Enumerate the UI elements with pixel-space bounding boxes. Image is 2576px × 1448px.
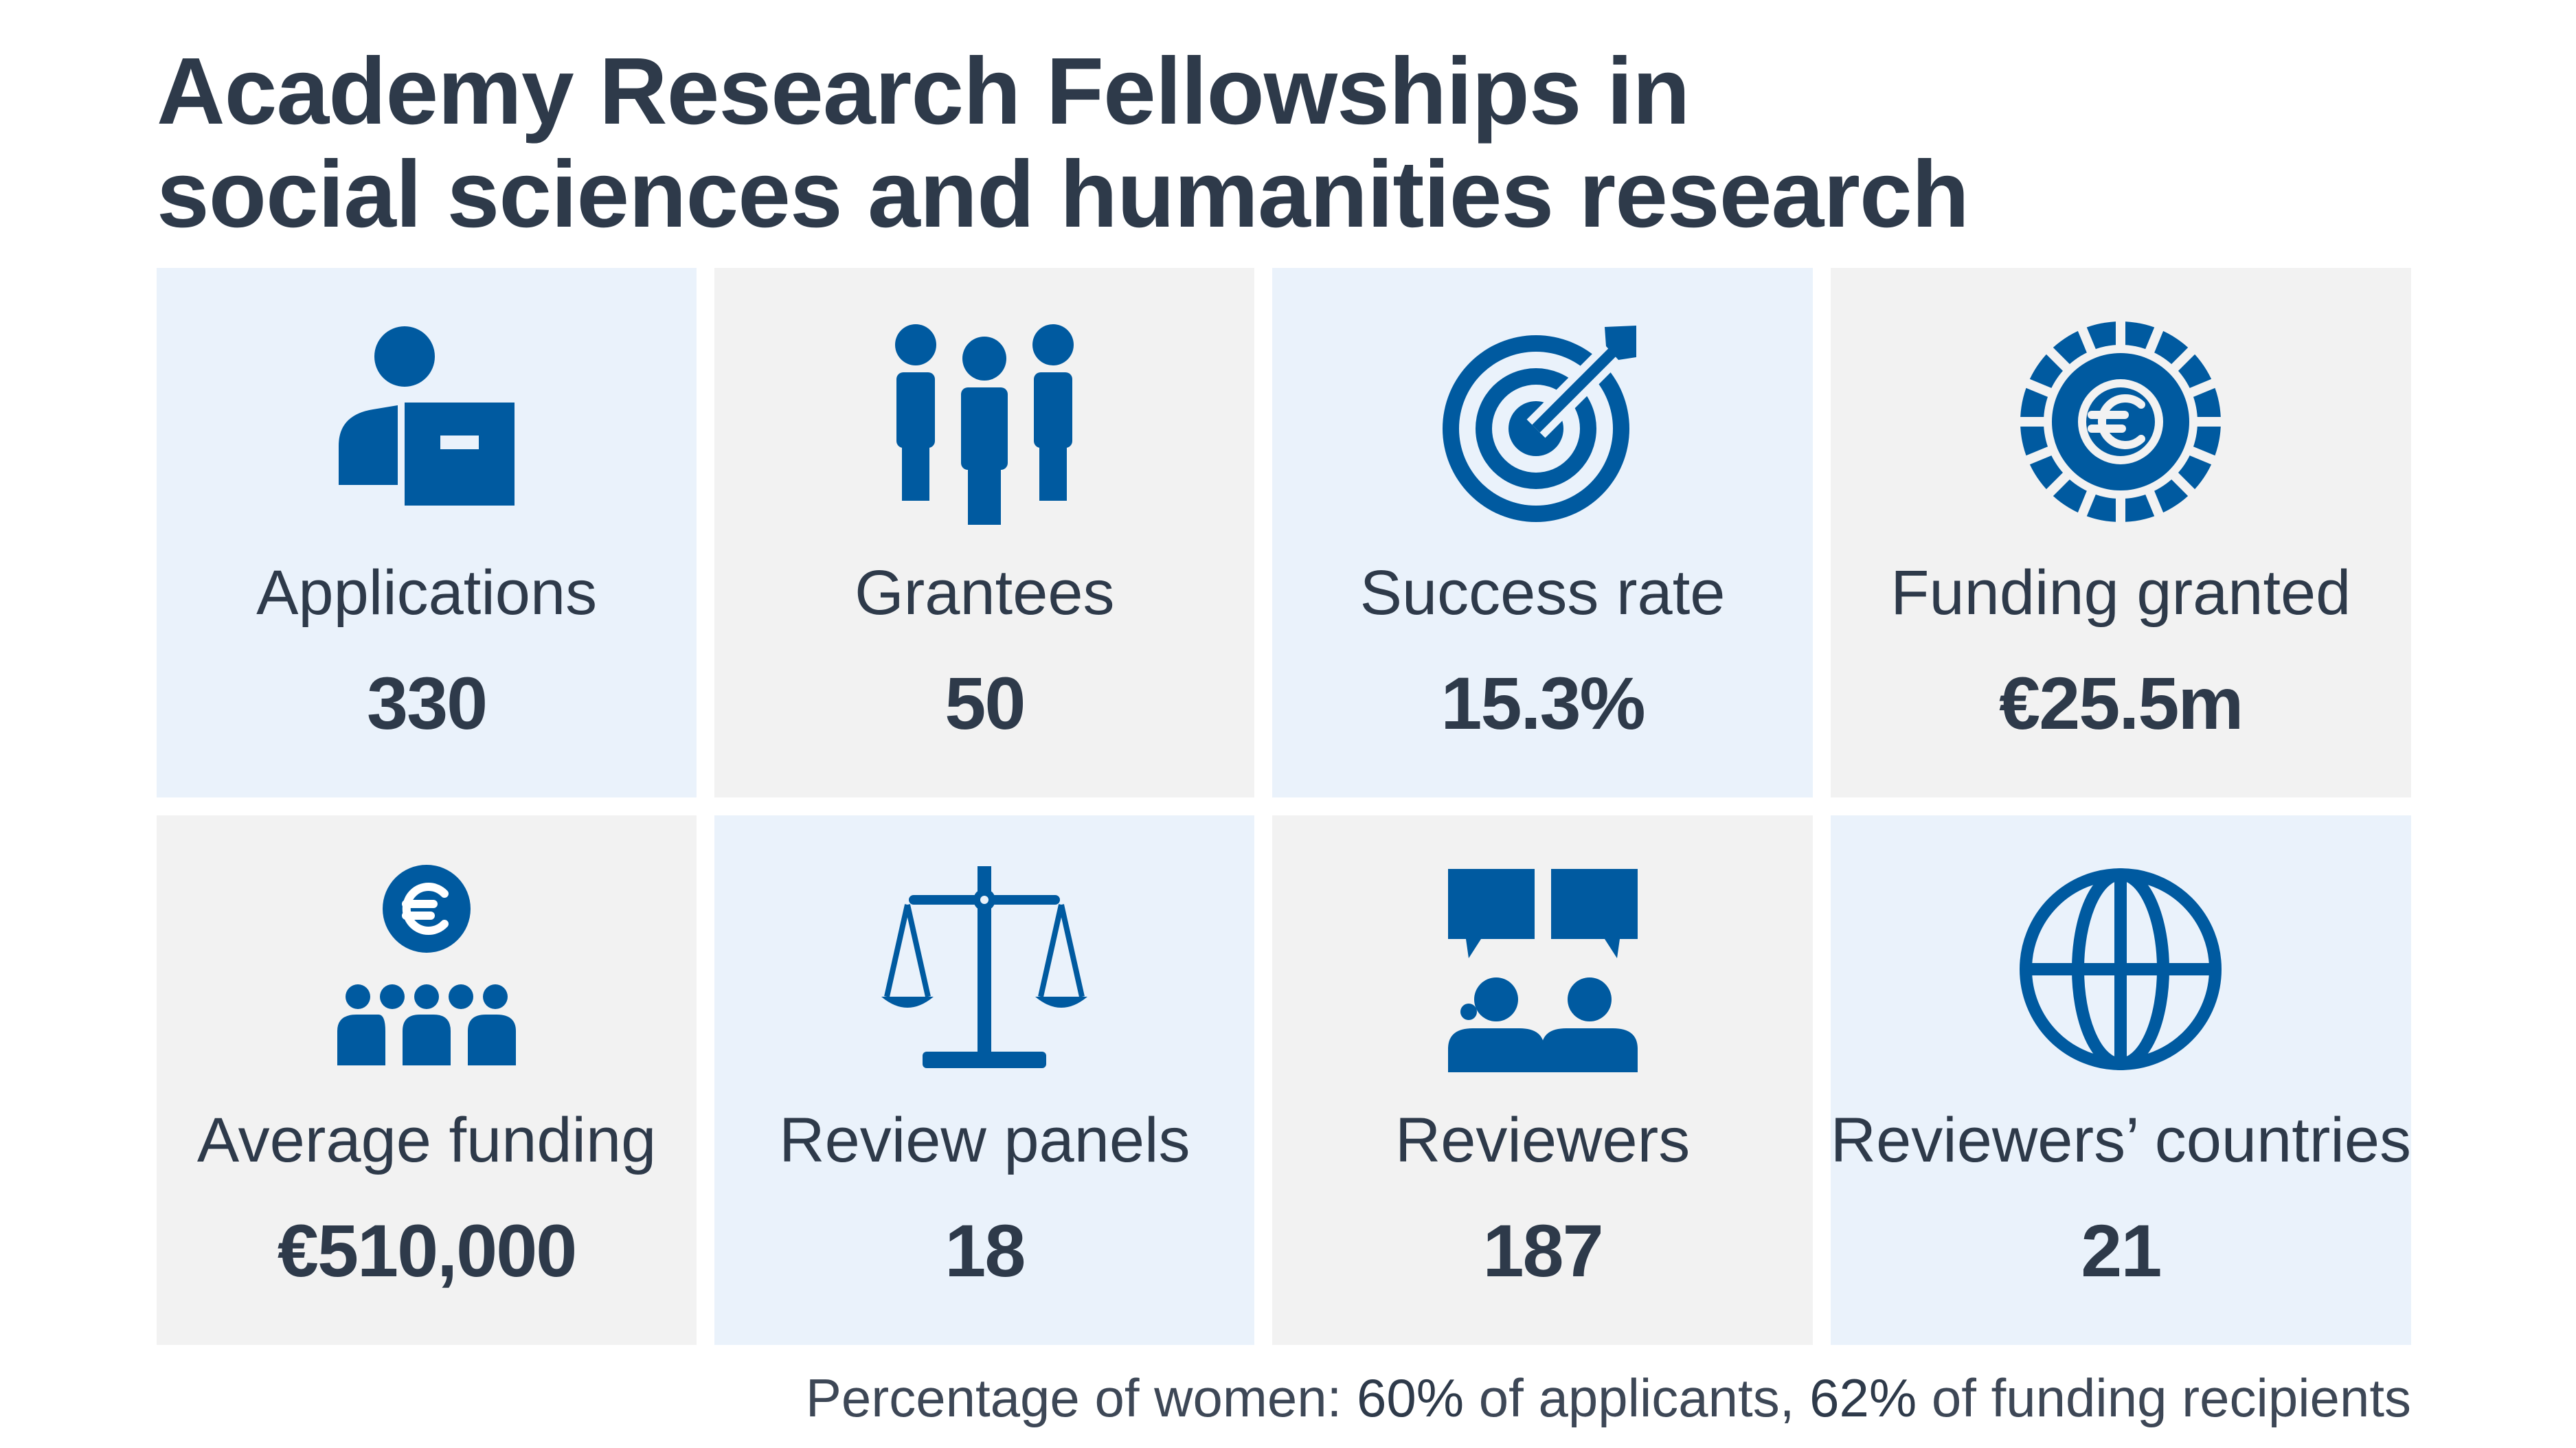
stat-label: Success rate: [1359, 558, 1726, 628]
stat-value: €510,000: [277, 1209, 577, 1292]
stats-grid: Applications 330 Grantees 50: [157, 268, 2411, 1345]
note-suffix: of funding recipients: [1917, 1368, 2411, 1428]
scales-icon: [868, 859, 1101, 1079]
stat-value: 330: [367, 661, 488, 745]
stat-label: Applications: [256, 558, 598, 628]
note-middle: of applicants,: [1464, 1368, 1810, 1428]
stat-tile-review-panels: Review panels 18: [714, 815, 1255, 1345]
title-line-1: Academy Research Fellowships in: [157, 38, 1691, 144]
stat-label: Average funding: [196, 1105, 657, 1175]
stat-value: 18: [945, 1209, 1026, 1292]
stat-tile-reviewers: Reviewers 187: [1272, 815, 1813, 1345]
stat-value: 50: [945, 661, 1026, 745]
stat-value: 15.3%: [1440, 661, 1645, 745]
note-applicants-pct: 60%: [1356, 1368, 1465, 1428]
target-arrow-icon: [1426, 312, 1660, 532]
note-recipients-pct: 62%: [1809, 1368, 1917, 1428]
speech-people-icon: [1426, 859, 1660, 1079]
stat-label: Reviewers’ countries: [1830, 1105, 2411, 1175]
title-line-2: social sciences and humanities research: [157, 142, 1969, 247]
stat-tile-reviewers-countries: Reviewers’ countries 21: [1830, 815, 2411, 1345]
stat-tile-funding-granted: Funding granted €25.5m: [1830, 268, 2411, 797]
stat-tile-success-rate: Success rate 15.3%: [1272, 268, 1813, 797]
stat-tile-average-funding: Average funding €510,000: [157, 815, 697, 1345]
stat-tile-grantees: Grantees 50: [714, 268, 1255, 797]
stat-label: Funding granted: [1890, 558, 2351, 628]
globe-icon: [2004, 859, 2237, 1079]
stat-label: Reviewers: [1394, 1105, 1691, 1175]
stat-label: Grantees: [855, 558, 1115, 628]
women-percentage-note: Percentage of women: 60% of applicants, …: [806, 1364, 2411, 1432]
euro-coin-icon: [2004, 312, 2237, 532]
stat-tile-applications: Applications 330: [157, 268, 697, 797]
stat-label: Review panels: [779, 1105, 1190, 1175]
note-prefix: Percentage of women:: [805, 1368, 1357, 1428]
group-people-icon: [868, 312, 1101, 532]
stat-value: 187: [1482, 1209, 1603, 1292]
page-title: Academy Research Fellowships in social s…: [157, 40, 1969, 246]
euro-people-icon: [310, 859, 543, 1079]
stat-value: €25.5m: [1999, 661, 2244, 745]
stat-value: 21: [2081, 1209, 2162, 1292]
person-document-icon: [310, 312, 543, 532]
